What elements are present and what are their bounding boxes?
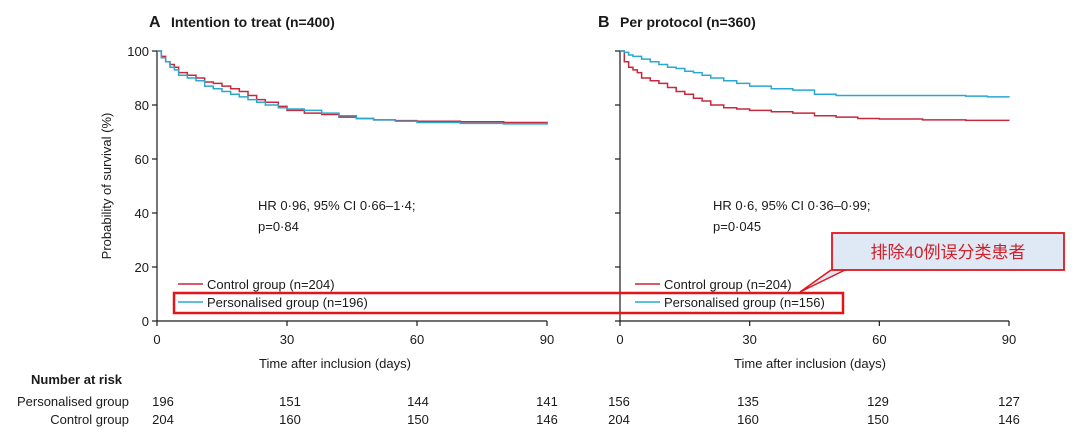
risk-number-b-personalised: 129	[867, 394, 889, 409]
panel-a-x-tick-label: 60	[410, 332, 424, 347]
risk-number-b-control: 150	[867, 412, 889, 427]
risk-number-a-control: 160	[279, 412, 301, 427]
panel-b-x-tick-label: 0	[616, 332, 623, 347]
panel-a-y-axis-label: Probability of survival (%)	[99, 113, 114, 260]
panel-b-y-ticks	[615, 50, 620, 322]
risk-number-b-personalised: 127	[998, 394, 1020, 409]
panel-b-hr-line1: HR 0·6, 95% CI 0·36–0·99;	[713, 198, 871, 213]
risk-numbers: 196 151 144 141 204 160 150 146 156 135 129 127 204 1…	[152, 394, 1020, 427]
panel-a-title: Intention to treat (n=400)	[171, 14, 335, 30]
risk-number-a-control: 150	[407, 412, 429, 427]
risk-number-a-personalised: 151	[279, 394, 301, 409]
panel-a-y-tick-label: 60	[135, 152, 149, 167]
panel-a-legend-control: Control group (n=204)	[207, 277, 335, 292]
panel-a-y-tick-label: 20	[135, 260, 149, 275]
panel-a-x-ticks: 0 30 60 90	[153, 321, 554, 347]
panel-b-letter: B	[598, 14, 610, 31]
panel-b-x-tick-label: 60	[872, 332, 886, 347]
risk-number-a-personalised: 141	[536, 394, 558, 409]
callout-box	[831, 232, 1065, 271]
risk-number-a-personalised: 196	[152, 394, 174, 409]
panel-a-letter: A	[149, 14, 161, 31]
panel-b-legend-control: Control group (n=204)	[664, 277, 792, 292]
highlight-callout: 排除40例误分类患者	[172, 232, 1065, 315]
panel-b-series-control	[620, 50, 1010, 122]
panel-a-legend-personalised: Personalised group (n=196)	[207, 295, 368, 310]
panel-a-legend: Control group (n=204) Personalised group…	[178, 277, 368, 310]
panel-b: B Per protocol (n=360) 0 30 60 90 Time afte…	[598, 14, 1016, 371]
panel-b-legend: Control group (n=204) Personalised group…	[635, 277, 825, 310]
panel-b-title: Per protocol (n=360)	[620, 14, 756, 30]
panel-a: A Intention to treat (n=400) 0 20 40 60 80 10…	[99, 14, 554, 371]
panel-b-x-axis-label: Time after inclusion (days)	[734, 356, 886, 371]
panel-a-x-tick-label: 0	[153, 332, 160, 347]
panel-a-y-tick-label: 80	[135, 98, 149, 113]
panel-b-hr-line2: p=0·045	[713, 219, 761, 234]
panel-a-series-personalised	[157, 50, 548, 125]
panel-a-y-tick-label: 0	[142, 314, 149, 329]
panel-a-y-tick-label: 40	[135, 206, 149, 221]
panel-b-x-tick-label: 30	[742, 332, 756, 347]
callout-pointer	[799, 269, 846, 293]
panel-a-x-tick-label: 30	[280, 332, 294, 347]
risk-table-title: Number at risk	[31, 372, 123, 387]
panel-b-x-ticks: 0 30 60 90	[616, 321, 1016, 347]
risk-table: Number at risk Personalised group Contro…	[17, 372, 1020, 427]
panel-b-series-personalised	[620, 50, 1010, 98]
risk-number-b-control: 204	[608, 412, 630, 427]
panel-b-x-tick-label: 90	[1002, 332, 1016, 347]
risk-number-a-personalised: 144	[407, 394, 429, 409]
risk-number-a-control: 146	[536, 412, 558, 427]
panel-a-series-control	[157, 50, 548, 124]
panel-a-hr-line2: p=0·84	[258, 219, 299, 234]
panel-a-hr-line1: HR 0·96, 95% CI 0·66–1·4;	[258, 198, 416, 213]
risk-number-b-control: 160	[737, 412, 759, 427]
panel-b-series	[620, 50, 1010, 122]
risk-group-personalised: Personalised group	[17, 394, 129, 409]
callout-text: 排除40例误分类患者	[871, 243, 1026, 262]
risk-number-b-personalised: 135	[737, 394, 759, 409]
panel-b-legend-personalised: Personalised group (n=156)	[664, 295, 825, 310]
risk-number-a-control: 204	[152, 412, 174, 427]
risk-number-b-control: 146	[998, 412, 1020, 427]
highlight-box	[172, 291, 845, 315]
panel-a-series	[157, 50, 548, 125]
panel-a-x-tick-label: 90	[540, 332, 554, 347]
panel-a-y-tick-label: 100	[127, 44, 149, 59]
risk-number-b-personalised: 156	[608, 394, 630, 409]
panel-a-y-ticks: 0 20 40 60 80 100	[127, 44, 157, 329]
risk-group-control: Control group	[50, 412, 129, 427]
panel-a-x-axis-label: Time after inclusion (days)	[259, 356, 411, 371]
